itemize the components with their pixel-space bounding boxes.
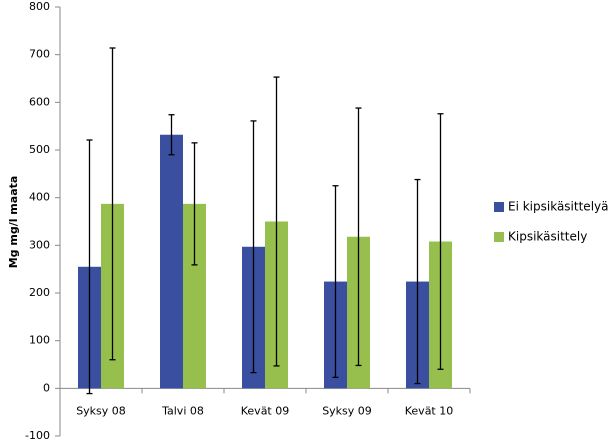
y-axis-label: Mg mg/l maata <box>7 176 20 269</box>
y-tick-label: -100 <box>25 429 50 441</box>
error-bar <box>168 114 175 156</box>
legend-swatch <box>494 202 504 212</box>
error-bar <box>250 120 257 374</box>
error-bar <box>355 107 362 367</box>
y-tick-label: 700 <box>29 48 50 61</box>
legend-swatch <box>494 232 504 242</box>
error-bar <box>332 185 339 379</box>
y-tick-label: 800 <box>29 0 50 13</box>
x-tick-label: Syksy 08 <box>76 404 126 417</box>
error-bar <box>437 113 444 370</box>
y-tick-label: 500 <box>29 143 50 156</box>
error-bar <box>191 142 198 266</box>
y-tick-label: 100 <box>29 334 50 347</box>
error-bar <box>86 139 93 395</box>
legend-label: Kipsikäsittely <box>508 230 587 244</box>
y-tick-label: 400 <box>29 191 50 204</box>
error-bar <box>414 178 421 385</box>
y-tick-label: 0 <box>43 381 50 394</box>
bar <box>160 134 183 389</box>
x-tick-label: Kevät 10 <box>405 404 454 417</box>
x-tick-label: Syksy 09 <box>322 404 372 417</box>
error-bar <box>109 47 116 361</box>
y-tick-label: 600 <box>29 95 50 108</box>
error-bar <box>273 76 280 367</box>
x-tick-label: Kevät 09 <box>241 404 290 417</box>
y-tick-label: 300 <box>29 238 50 251</box>
legend-label: Ei kipsikäsittelyä <box>508 200 608 214</box>
bar <box>183 203 206 389</box>
x-tick-label: Talvi 08 <box>161 404 204 417</box>
y-tick-label: 200 <box>29 286 50 299</box>
